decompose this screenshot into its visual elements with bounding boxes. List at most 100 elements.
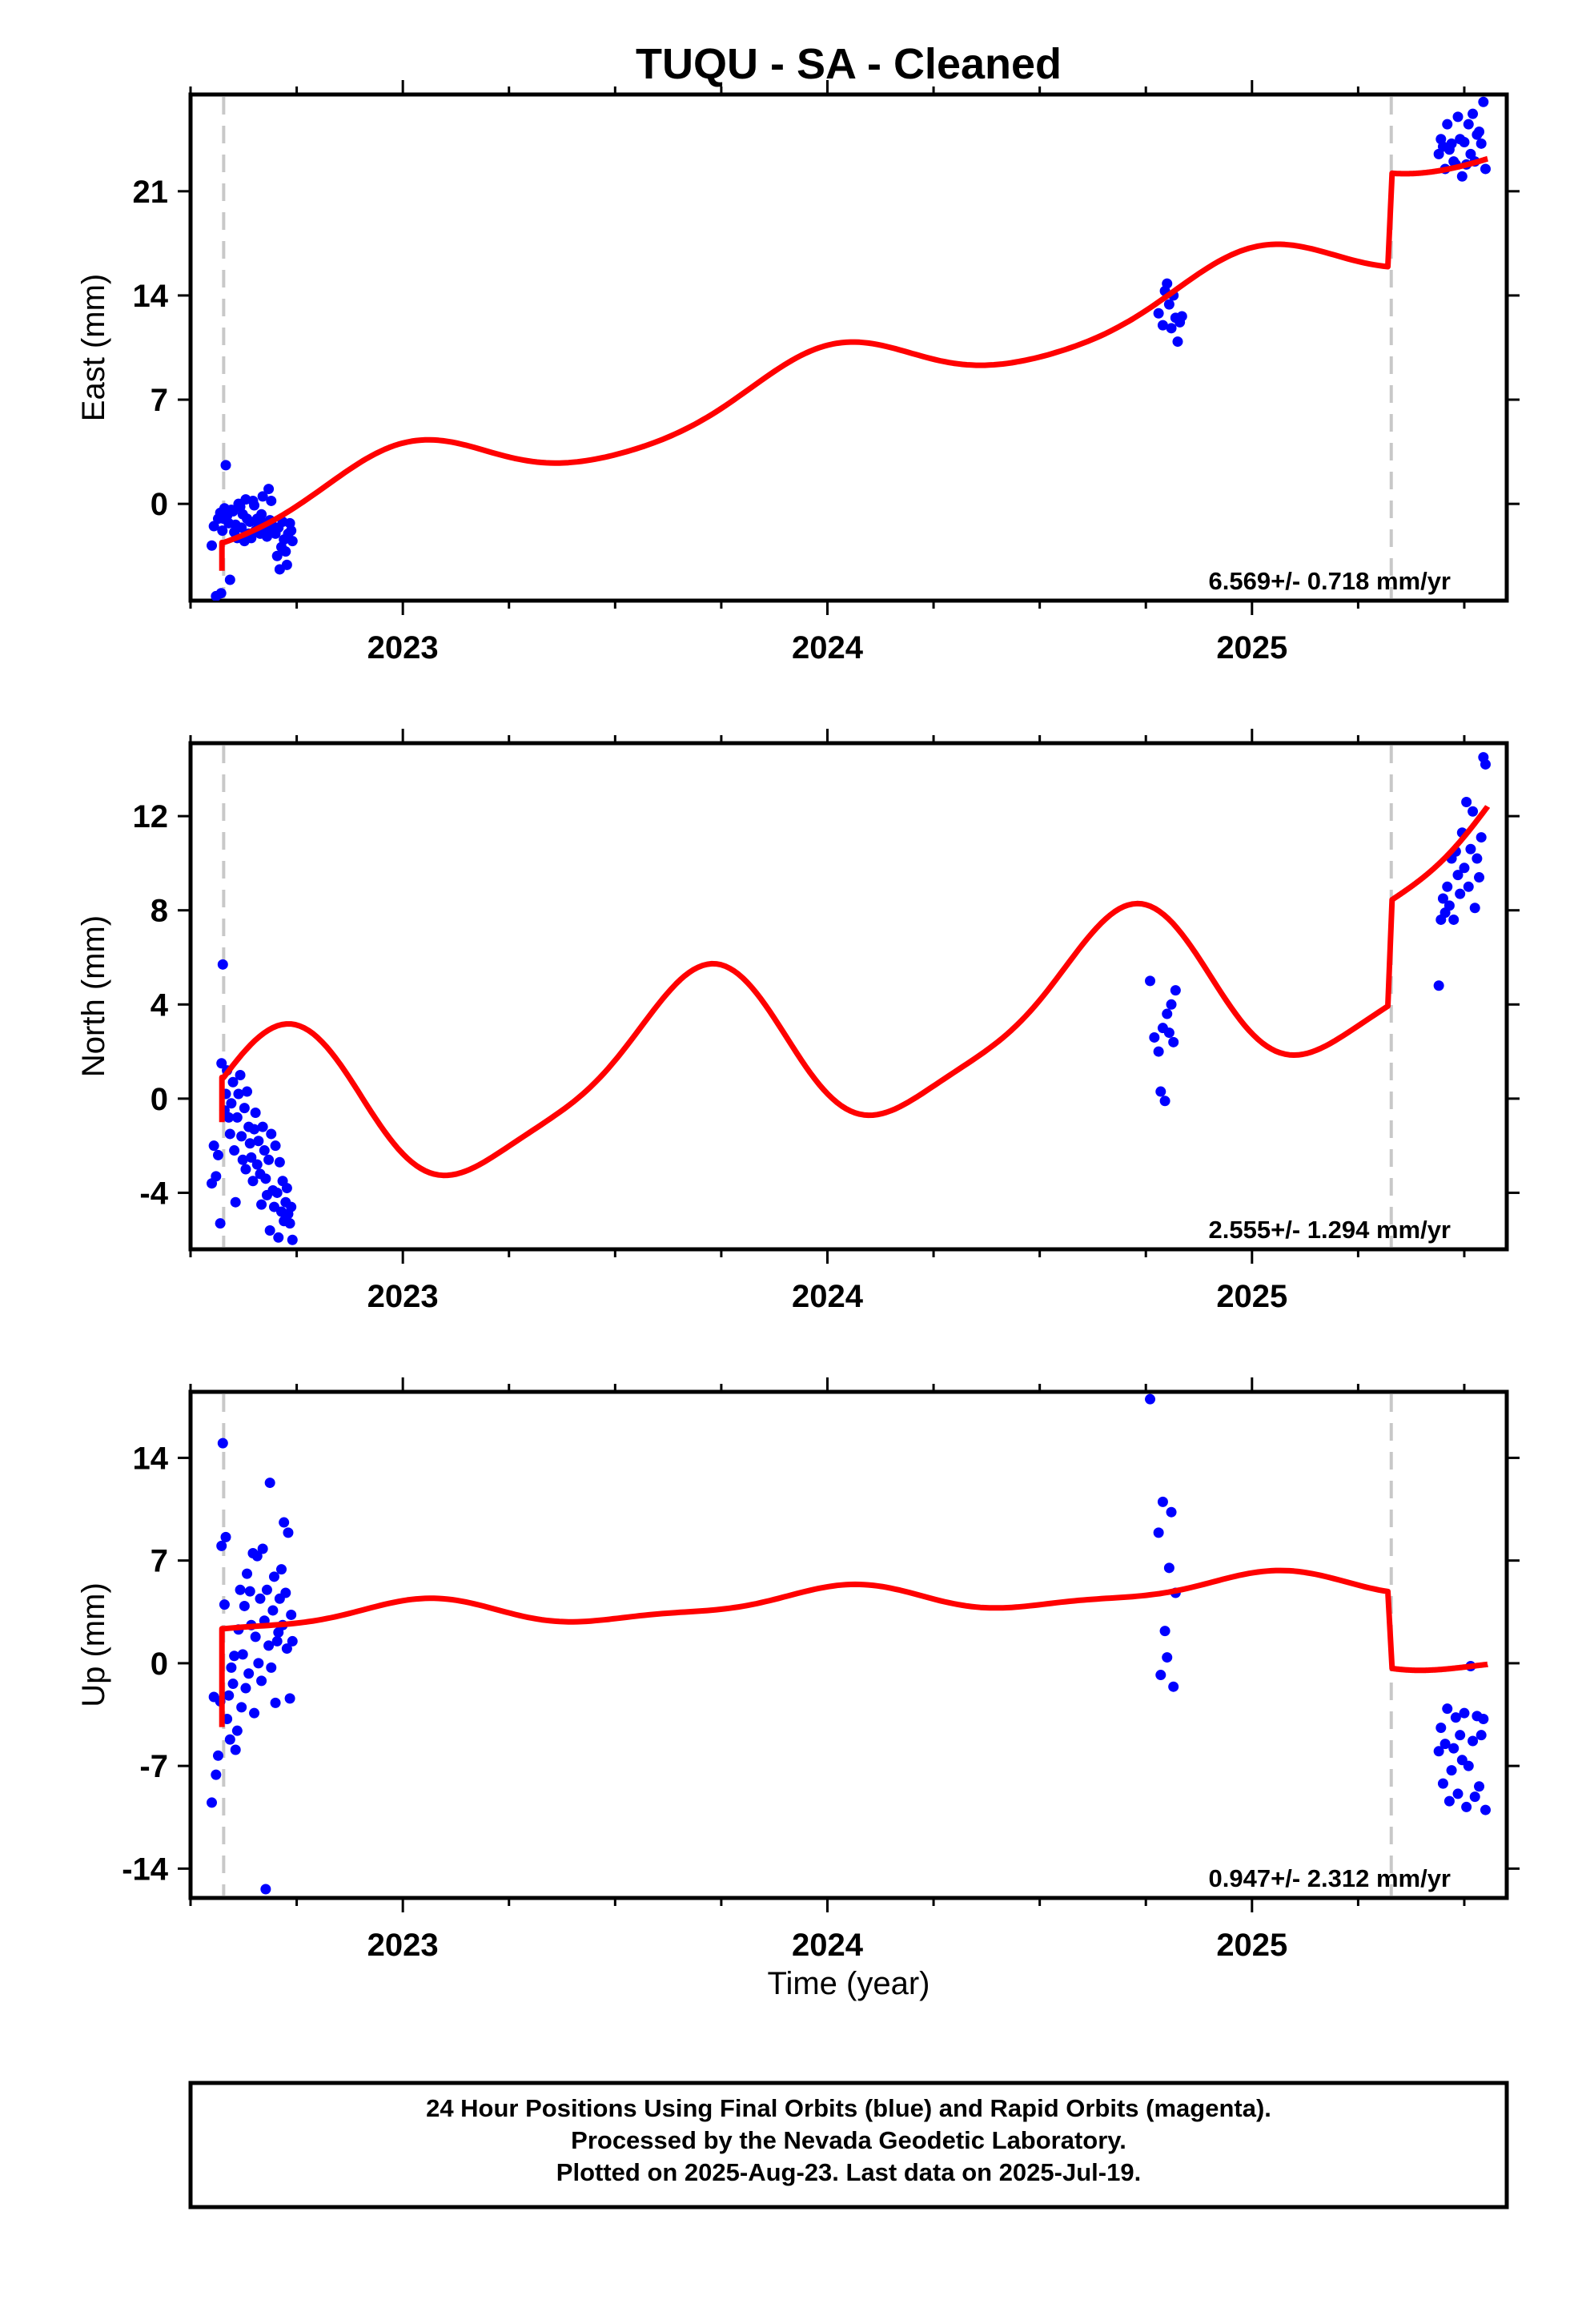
- y-tick-label: -4: [139, 1176, 168, 1211]
- y-tick-label: 14: [133, 1441, 169, 1476]
- y-axis-label-up: Up (mm): [76, 1582, 111, 1707]
- x-tick-label: 2025: [1216, 630, 1287, 665]
- data-point: [1435, 1723, 1447, 1734]
- panels: 2023 2024 2025 0 7 14 21 East (mm) 6.569+/- 0.71…: [76, 80, 1520, 1963]
- data-point: [257, 491, 268, 502]
- data-point: [247, 1176, 259, 1187]
- data-point: [266, 1662, 277, 1673]
- data-point: [270, 1140, 281, 1152]
- data-point: [1153, 1527, 1164, 1538]
- data-point: [1474, 872, 1485, 883]
- y-tick-label: 21: [133, 175, 169, 210]
- data-point: [249, 500, 260, 511]
- data-point: [271, 1635, 283, 1647]
- data-point: [268, 1571, 279, 1582]
- y-tick-label: 4: [151, 987, 169, 1023]
- data-point: [1168, 1036, 1179, 1047]
- data-point: [216, 1540, 227, 1551]
- y-tick-label: 0: [151, 487, 168, 522]
- data-point: [1465, 843, 1476, 854]
- data-point: [261, 1584, 272, 1595]
- data-point: [220, 1531, 231, 1542]
- data-point: [1448, 914, 1460, 925]
- data-point: [256, 1199, 267, 1210]
- data-point: [246, 1152, 257, 1163]
- data-point: [1170, 985, 1181, 996]
- data-point: [1155, 1086, 1166, 1097]
- data-point: [284, 1218, 295, 1229]
- data-point: [284, 1693, 295, 1704]
- y-tick-label: 8: [151, 894, 168, 929]
- data-point: [267, 1605, 279, 1616]
- data-point: [253, 1658, 264, 1669]
- y-axis-label-north: North (mm): [76, 915, 111, 1077]
- data-point: [257, 1543, 268, 1554]
- data-point: [1159, 1626, 1170, 1637]
- footer-line-1: 24 Hour Positions Using Final Orbits (bl…: [426, 2094, 1271, 2122]
- y-tick-label: 7: [151, 1544, 168, 1579]
- data-point: [1162, 1008, 1173, 1019]
- data-point: [250, 1631, 261, 1642]
- x-tick-label: 2023: [367, 630, 439, 665]
- data-point: [1159, 1096, 1170, 1107]
- data-point: [286, 1201, 297, 1212]
- y-tick-label: -7: [139, 1749, 168, 1784]
- data-point: [279, 1517, 290, 1528]
- data-point: [273, 1232, 284, 1243]
- data-point: [244, 1138, 255, 1149]
- data-point: [287, 536, 298, 547]
- data-point: [1463, 881, 1474, 892]
- data-point: [1162, 1652, 1173, 1663]
- data-point: [208, 1140, 219, 1152]
- data-point: [211, 1171, 222, 1182]
- data-point: [264, 1478, 275, 1489]
- footer-box: [188, 2081, 1509, 2209]
- data-point: [1166, 999, 1177, 1010]
- data-point: [1437, 1778, 1448, 1789]
- data-point: [281, 1183, 292, 1194]
- data-point: [1155, 1670, 1166, 1681]
- data-point: [1456, 171, 1468, 182]
- panel-up: 2023 2024 2025 -14 -7 0 7 14 Up (mm) 0.947+/- 2.3…: [76, 1377, 1520, 1963]
- data-point: [1443, 1795, 1455, 1807]
- data-point: [227, 1076, 239, 1088]
- data-point: [257, 1121, 268, 1132]
- data-point: [1442, 881, 1453, 892]
- data-point: [249, 1707, 260, 1719]
- data-point: [281, 1643, 292, 1655]
- data-point: [230, 1196, 241, 1208]
- x-tick-label: 2024: [792, 630, 864, 665]
- data-point: [286, 1609, 297, 1620]
- data-point: [237, 1154, 248, 1165]
- data-point: [1474, 1781, 1485, 1792]
- data-points-east: [207, 96, 1491, 601]
- data-point: [223, 1112, 235, 1123]
- data-point: [212, 1750, 223, 1761]
- data-point: [1433, 980, 1444, 991]
- data-point: [244, 1586, 255, 1597]
- footer-line-3: Plotted on 2025-Aug-23. Last data on 202…: [556, 2158, 1141, 2186]
- data-point: [260, 1173, 271, 1184]
- data-point: [236, 1131, 247, 1142]
- data-point: [261, 531, 272, 542]
- data-point: [229, 1651, 240, 1662]
- data-point: [253, 1136, 264, 1147]
- data-point: [260, 1884, 271, 1895]
- data-point: [1437, 893, 1448, 904]
- y-tick-label: 12: [133, 799, 169, 834]
- data-point: [275, 1564, 287, 1575]
- data-point: [1162, 278, 1173, 289]
- data-point: [256, 509, 267, 520]
- data-point: [1176, 311, 1187, 322]
- data-point: [1168, 1681, 1179, 1692]
- fit-curve-east: [219, 155, 1491, 571]
- x-axis-label: Time (year): [768, 1966, 930, 2001]
- data-point: [1452, 1788, 1464, 1799]
- data-point: [230, 1744, 241, 1755]
- plot-frame-east: [188, 92, 1509, 603]
- data-point: [1476, 1730, 1487, 1741]
- data-point: [231, 1725, 243, 1736]
- data-point: [281, 559, 292, 570]
- data-point: [215, 588, 227, 599]
- data-point: [242, 1086, 253, 1097]
